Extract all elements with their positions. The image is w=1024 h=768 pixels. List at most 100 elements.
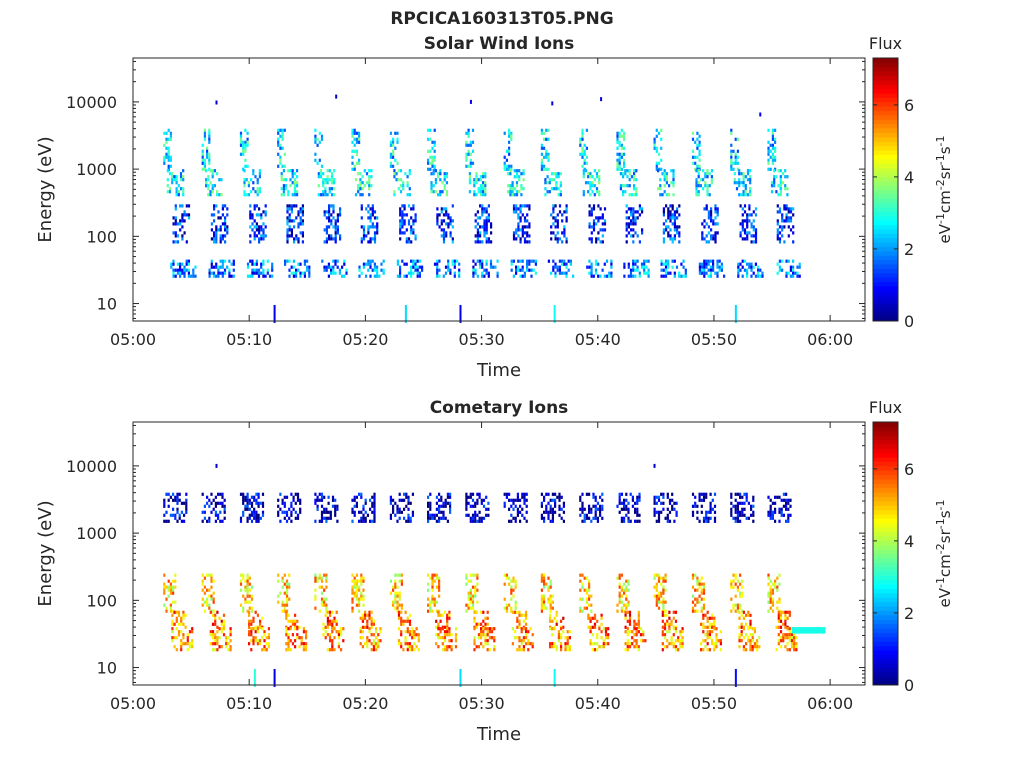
flux-cell: [174, 498, 177, 502]
flux-cell: [366, 613, 369, 617]
flux-cell: [443, 178, 446, 182]
flux-cell: [408, 169, 411, 173]
flux-cell: [355, 594, 358, 598]
flux-cell: [256, 178, 259, 182]
flux-cell: [379, 639, 382, 643]
flux-cell: [296, 492, 300, 496]
flux-cell: [664, 579, 667, 583]
flux-cell: [754, 228, 758, 232]
flux-cell: [416, 265, 419, 269]
flux-cell: [594, 513, 597, 517]
flux-cell: [736, 609, 739, 613]
flux-cell: [246, 262, 250, 266]
flux-cell: [522, 613, 525, 617]
flux-cell: [771, 128, 774, 132]
flux-cell: [410, 240, 413, 244]
flux-cell: [293, 204, 296, 208]
flux-cell: [465, 492, 468, 496]
flux-cell: [323, 265, 326, 269]
flux-cell: [375, 645, 378, 649]
flux-cell: [320, 510, 324, 514]
flux-cell: [373, 262, 376, 266]
flux-cell: [634, 507, 637, 511]
flux-cell: [244, 507, 247, 511]
flux-cell: [737, 265, 740, 269]
flux-cell: [471, 600, 475, 604]
flux-cell: [732, 579, 735, 583]
flux-cell: [521, 265, 524, 269]
flux-cell: [476, 228, 479, 232]
flux-cell: [563, 262, 566, 266]
flux-cell: [253, 207, 256, 211]
flux-cell: [201, 161, 204, 165]
flux-cell: [485, 513, 488, 517]
flux-cell: [565, 240, 568, 244]
flux-cell: [558, 268, 561, 272]
flux-cell: [252, 181, 255, 185]
flux-cell: [589, 630, 592, 634]
flux-cell: [626, 642, 629, 646]
flux-cell: [251, 262, 254, 266]
flux-cell: [468, 178, 471, 182]
flux-cell: [550, 187, 554, 191]
flux-cell: [291, 193, 294, 197]
flux-cell: [643, 271, 646, 275]
flux-cell: [287, 633, 290, 637]
flux-cell: [207, 178, 210, 182]
flux-cell: [528, 207, 531, 211]
colorbar-segment: [873, 88, 898, 94]
flux-cell: [557, 175, 560, 179]
flux-cell: [583, 158, 586, 162]
flux-cell: [417, 648, 420, 652]
flux-cell: [412, 231, 415, 235]
flux-cell: [517, 265, 520, 269]
flux-cell: [203, 164, 206, 168]
flux-cell: [520, 648, 523, 652]
flux-cell: [303, 259, 306, 263]
flux-cell: [618, 573, 621, 577]
flux-cell: [773, 178, 776, 182]
flux-cell: [771, 609, 774, 613]
flux-cell: [694, 609, 697, 613]
flux-cell: [700, 597, 703, 601]
flux-cell: [371, 204, 374, 208]
flux-cell: [739, 513, 742, 517]
flux-cell: [465, 504, 468, 508]
flux-cell: [405, 262, 408, 266]
flux-cell: [484, 181, 487, 185]
flux-cell: [715, 639, 718, 643]
flux-cell: [740, 630, 743, 634]
flux-cell: [365, 172, 369, 176]
flux-cell: [698, 143, 701, 147]
flux-cell: [401, 216, 404, 220]
flux-cell: [520, 627, 523, 631]
flux-cell: [739, 510, 742, 514]
flux-cell: [552, 210, 555, 214]
flux-cell: [554, 262, 557, 266]
flux-cell: [754, 213, 758, 217]
flux-cell: [333, 178, 336, 182]
flux-cell: [662, 585, 665, 589]
flux-cell: [610, 271, 613, 275]
flux-cell: [329, 613, 332, 617]
flux-cell: [176, 498, 179, 502]
flux-cell: [327, 495, 330, 499]
flux-cell: [403, 231, 406, 235]
flux-cell: [618, 582, 621, 586]
flux-cell: [616, 504, 619, 508]
flux-cell: [503, 597, 506, 601]
flux-cell: [515, 181, 519, 185]
flux-cell: [358, 588, 361, 592]
flux-cell: [779, 630, 783, 634]
flux-cell: [211, 622, 215, 626]
flux-cell: [698, 152, 701, 156]
flux-cell: [662, 579, 665, 583]
flux-cell: [410, 207, 413, 211]
flux-cell: [250, 594, 254, 598]
flux-cell: [709, 259, 712, 263]
flux-cell: [407, 219, 411, 223]
flux-cell: [290, 492, 293, 496]
flux-cell: [210, 579, 213, 583]
flux-cell: [379, 627, 382, 631]
flux-cell: [657, 495, 661, 499]
